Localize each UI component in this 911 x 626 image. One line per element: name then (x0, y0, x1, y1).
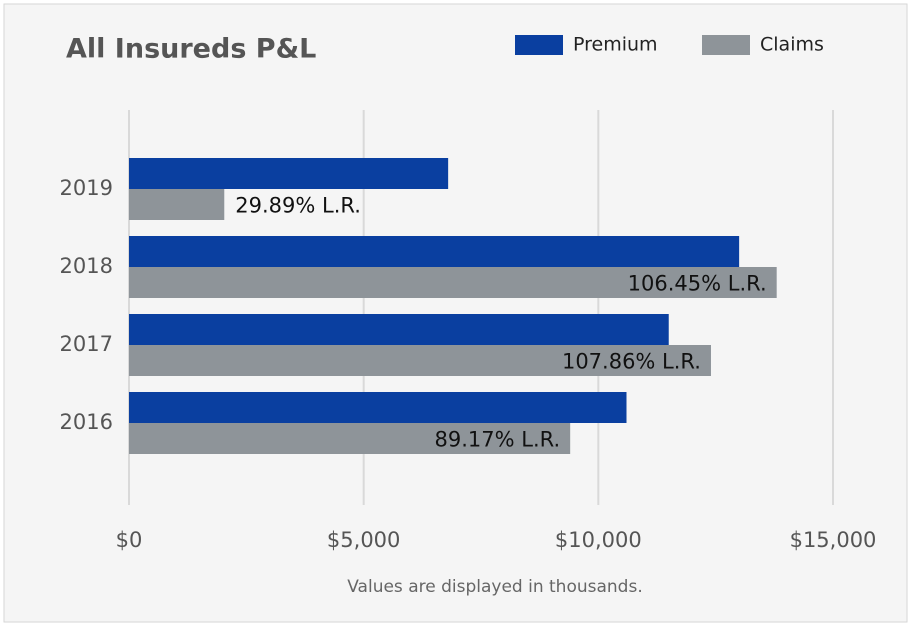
bar (129, 189, 225, 220)
bar-annotation: 29.89% L.R. (235, 194, 361, 218)
legend-label: Premium (573, 34, 658, 56)
x-tick-label: $10,000 (555, 528, 642, 552)
bar (129, 345, 711, 376)
legend-swatch (515, 35, 563, 55)
legend-swatch (702, 35, 750, 55)
x-tick-label: $0 (116, 528, 143, 552)
y-tick-label: 2017 (60, 332, 113, 356)
bar (129, 236, 740, 267)
bar (129, 158, 449, 189)
bar-annotation: 89.17% L.R. (435, 428, 561, 452)
x-tick-label: $5,000 (327, 528, 400, 552)
bar (129, 314, 669, 345)
x-tick-label: $15,000 (790, 528, 877, 552)
bar-annotation: 107.86% L.R. (562, 350, 701, 374)
chart-background (3, 3, 908, 623)
y-tick-label: 2019 (60, 176, 113, 200)
bar (129, 267, 777, 298)
chart-title: All Insureds P&L (66, 34, 316, 65)
y-tick-label: 2018 (60, 254, 113, 278)
y-tick-label: 2016 (60, 410, 113, 434)
bar (129, 423, 571, 454)
bar (129, 392, 627, 423)
caption: Values are displayed in thousands. (347, 577, 642, 597)
legend-label: Claims (760, 34, 824, 56)
bar-annotation: 106.45% L.R. (628, 272, 767, 296)
